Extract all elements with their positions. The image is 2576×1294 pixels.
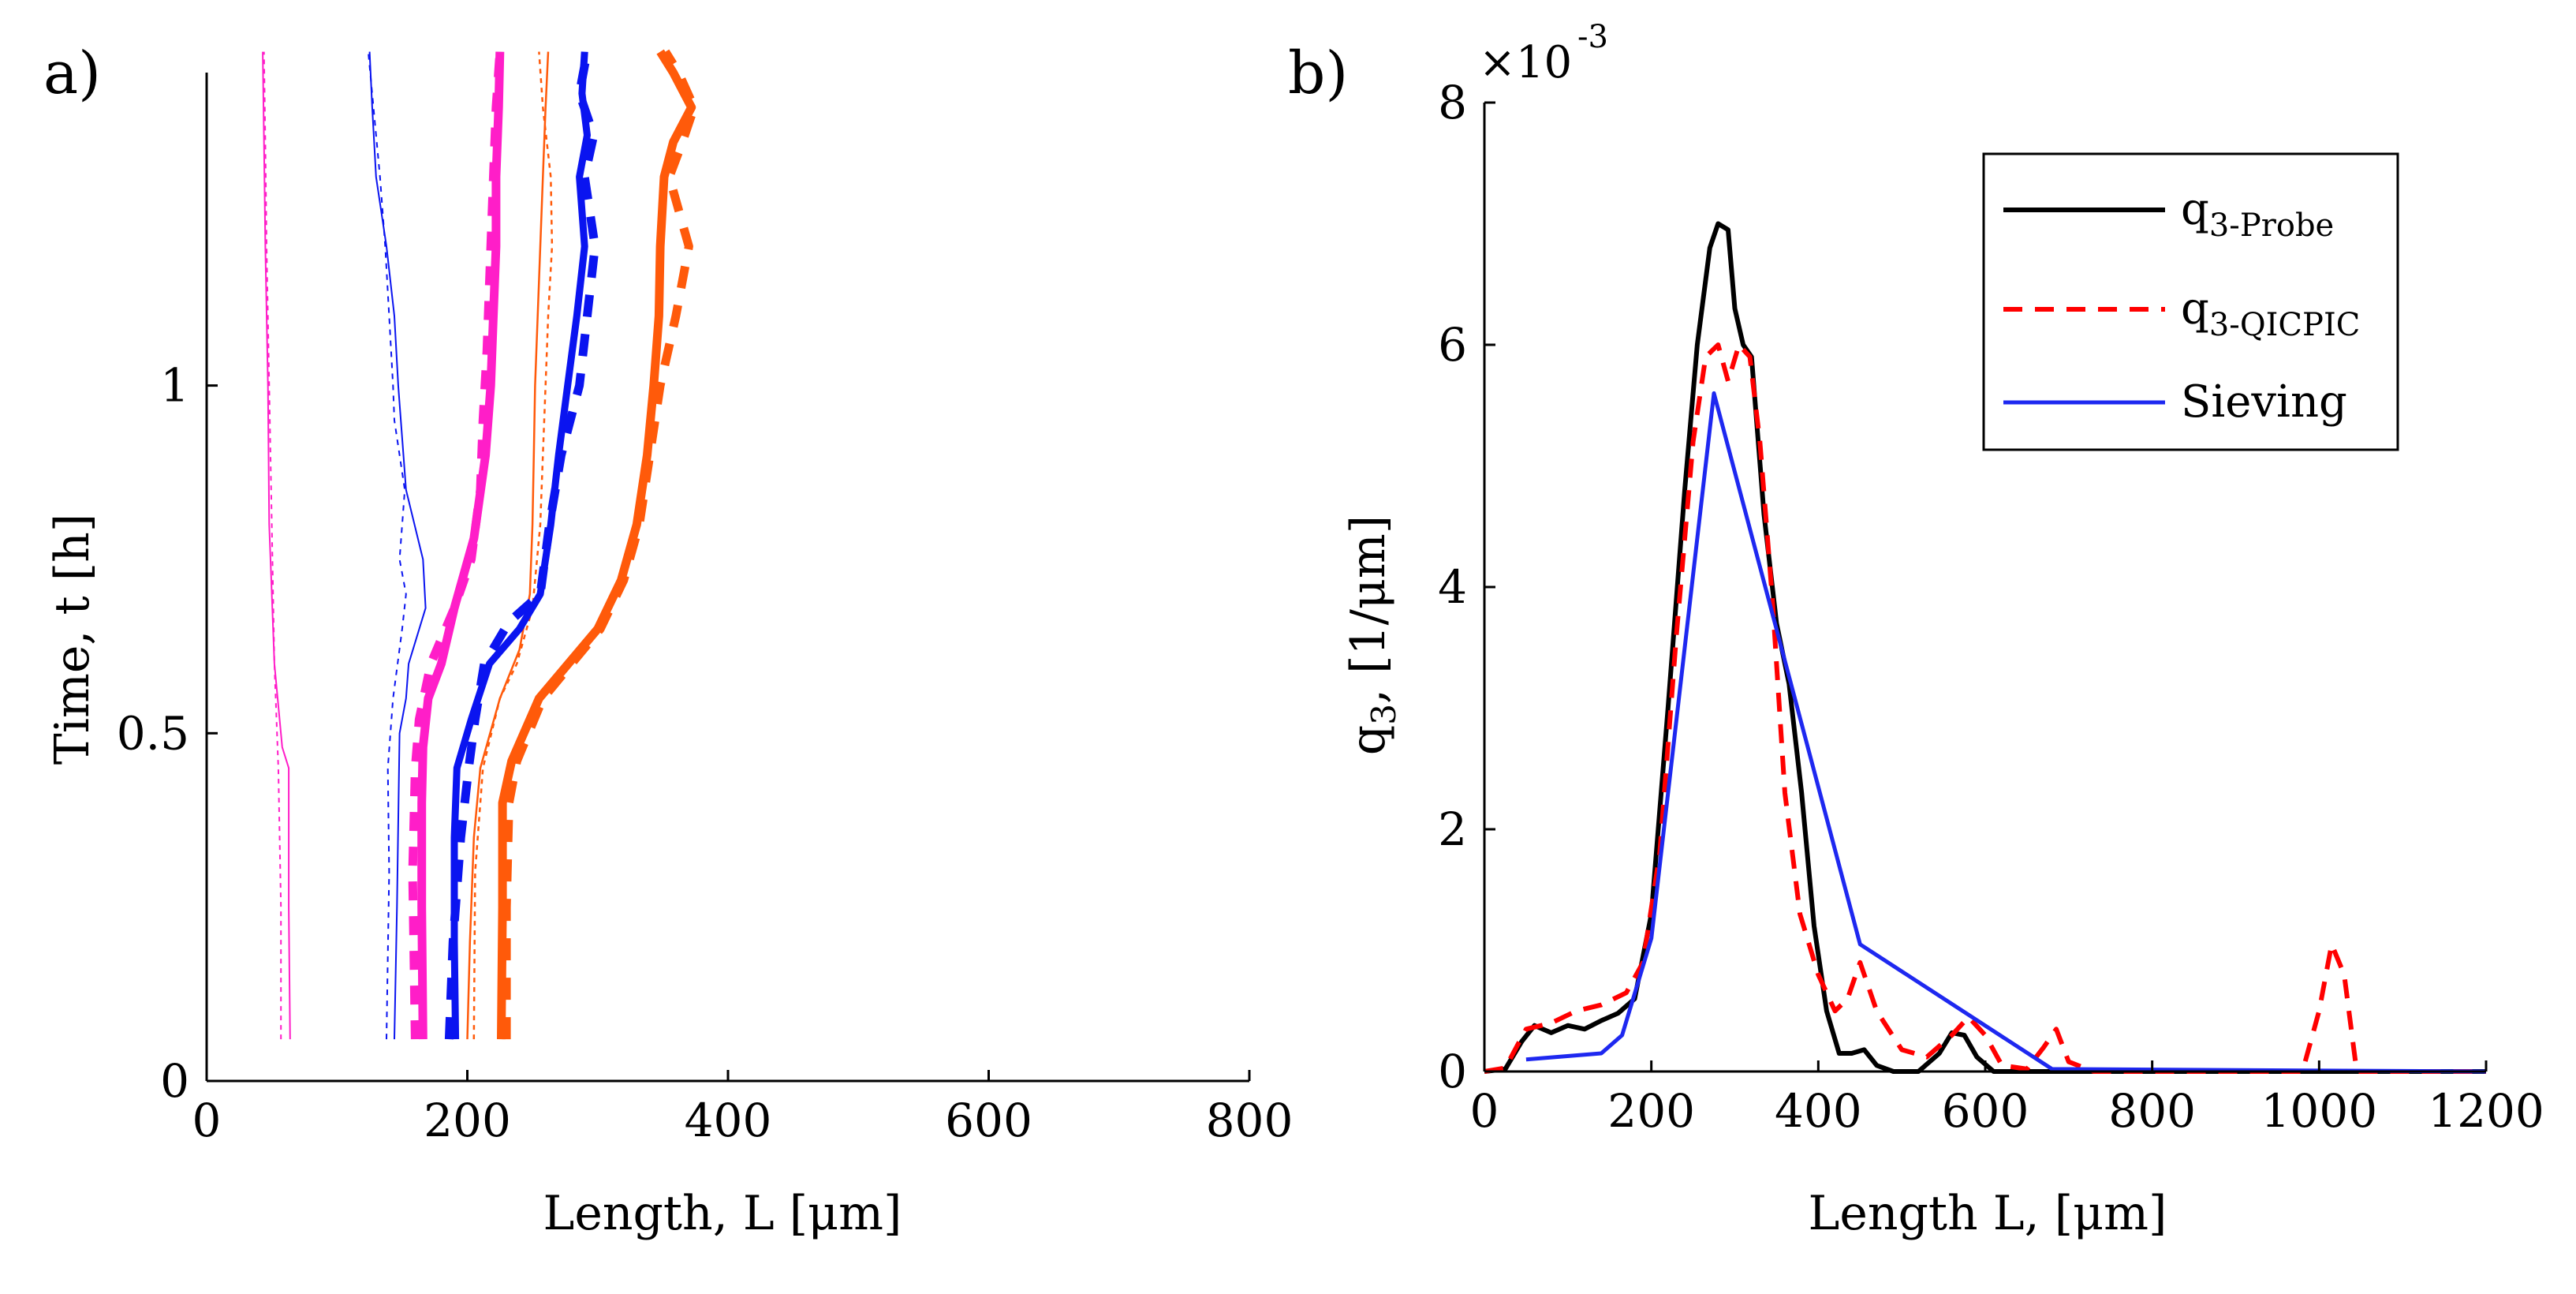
y-tick-label: 1	[160, 359, 189, 413]
y-tick-label: 8	[1438, 76, 1467, 129]
x-tick-label: 0	[1470, 1084, 1499, 1138]
legend-entry-probe: q3-Probe	[2003, 184, 2334, 244]
x-tick-label: 800	[2108, 1084, 2196, 1138]
x-tick-label: 600	[945, 1094, 1032, 1147]
x-tick-label: 200	[424, 1094, 511, 1147]
y-tick-label: 0.5	[117, 706, 189, 760]
series-line-q3-QICPIC	[1484, 342, 2486, 1074]
y-label-sub: 3	[1365, 704, 1403, 725]
panel-b-series-group	[1484, 221, 2487, 1074]
y-tick-label: 4	[1438, 560, 1467, 614]
series-line-orange-thick-dashed	[502, 49, 699, 1040]
x-tick-label: 400	[685, 1094, 772, 1147]
legend-entry-sieving: Sieving	[2003, 376, 2347, 428]
panel-b-label: b)	[1288, 39, 1348, 107]
series-line-pink-thin-dashed	[263, 51, 282, 1040]
panel-a-x-axis-label: Length, L [μm]	[543, 1186, 902, 1241]
series-line-blue-thin-dashed	[367, 51, 407, 1040]
series-line-orange-thin-dashed	[472, 51, 554, 1040]
y-tick-label: 6	[1438, 318, 1467, 372]
legend-label-sieving: Sieving	[2181, 376, 2347, 428]
y-tick-label: 0	[160, 1054, 189, 1108]
x-tick-label: 1200	[2428, 1084, 2544, 1138]
panel-b-y-axis-label: q3, [1/μm]	[1341, 515, 1403, 755]
y-tick-label: 0	[1438, 1045, 1467, 1098]
x-tick-label: 800	[1206, 1094, 1294, 1147]
series-line-Sieving	[1525, 391, 2487, 1074]
series-line-orange-thick-solid	[497, 49, 696, 1040]
series-line-pink-thin-solid	[262, 51, 291, 1040]
x-tick-label: 0	[192, 1094, 222, 1147]
legend-label-qicpic-main: q	[2181, 283, 2209, 335]
panel-b-y-scale-factor: ×10 -3	[1479, 19, 1608, 88]
series-line-orange-thin-solid	[466, 51, 550, 1040]
panel-b-x-axis-label: Length L, [μm]	[1809, 1186, 2167, 1241]
panel-a-axes	[205, 73, 1251, 1083]
x-tick-label: 400	[1775, 1084, 1862, 1138]
y-scale-exponent: -3	[1577, 19, 1608, 55]
svg-text:q3, [1/μm]: q3, [1/μm]	[1341, 515, 1403, 755]
legend: q3-Probe q3-QICPIC Sieving	[1982, 152, 2399, 451]
legend-label-probe-main: q	[2181, 184, 2209, 235]
y-label-main: q	[1341, 725, 1396, 755]
x-tick-label: 200	[1607, 1084, 1695, 1138]
series-line-blue-thick-solid	[450, 51, 591, 1040]
y-label-rest: , [1/μm]	[1341, 515, 1396, 704]
svg-text:q3-QICPIC: q3-QICPIC	[2181, 283, 2360, 343]
panel-b-tick-labels: 0 200 400 600 800 1000 1200 0 2 4 6 8	[1438, 76, 2544, 1138]
panel-a: a) 0 200 400 600 800 0 0.5 1 Length, L [μm] Tim…	[43, 39, 1293, 1241]
svg-text:q3-Probe: q3-Probe	[2181, 184, 2334, 244]
x-tick-label: 600	[1942, 1084, 2029, 1138]
panel-a-y-axis-label: Time, t [h]	[45, 514, 100, 765]
y-scale-base: ×10	[1479, 37, 1572, 88]
series-line-blue-thick-dashed	[444, 50, 599, 1040]
x-tick-label: 1000	[2261, 1084, 2378, 1138]
series-line-blue-thin-solid	[368, 51, 427, 1040]
legend-label-probe-sub: 3-Probe	[2209, 208, 2334, 244]
panel-a-series-group	[262, 49, 699, 1040]
legend-label-qicpic-sub: 3-QICPIC	[2209, 307, 2360, 343]
panel-b: b) ×10 -3 0 200 400 600 800 1000 1200 0 2 4 6 8 Len…	[1288, 19, 2544, 1241]
panel-a-label: a)	[43, 39, 101, 107]
legend-entry-qicpic: q3-QICPIC	[2003, 283, 2360, 343]
panel-a-tick-labels: 0 200 400 600 800 0 0.5 1	[117, 359, 1294, 1147]
y-tick-label: 2	[1438, 802, 1467, 856]
series-line-pink-thick-dashed	[408, 51, 505, 1040]
panel-b-axes	[1483, 101, 2488, 1073]
